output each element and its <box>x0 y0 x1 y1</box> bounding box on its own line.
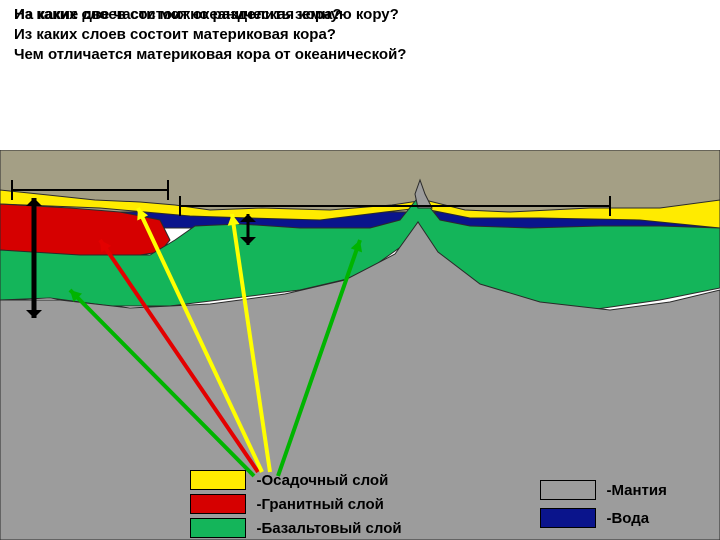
swatch-sedimentary <box>190 470 246 490</box>
swatch-mantle <box>540 480 596 500</box>
swatch-granite <box>190 494 246 514</box>
question-1b: На какие две части можно разделить земну… <box>14 6 399 25</box>
legend-water: -Вода <box>540 508 649 528</box>
swatch-basalt <box>190 518 246 538</box>
legend-sedimentary: -Осадочный слой <box>190 470 388 490</box>
question-3: Чем отличается материковая кора от океан… <box>14 46 406 65</box>
slide-root: Из каких слоев состоит океаническая кора… <box>0 0 720 540</box>
legend-label-mantle: -Мантия <box>606 482 666 499</box>
legend-mantle: -Мантия <box>540 480 667 500</box>
legend-label-granite: -Гранитный слой <box>256 496 383 513</box>
question-2: Из каких слоев состоит материковая кора? <box>14 26 336 45</box>
legend-label-basalt: -Базальтовый слой <box>256 520 401 537</box>
swatch-water <box>540 508 596 528</box>
legend-label-sedimentary: -Осадочный слой <box>256 472 388 489</box>
legend-basalt: -Базальтовый слой <box>190 518 402 538</box>
legend-granite: -Гранитный слой <box>190 494 384 514</box>
legend-label-water: -Вода <box>606 510 649 527</box>
